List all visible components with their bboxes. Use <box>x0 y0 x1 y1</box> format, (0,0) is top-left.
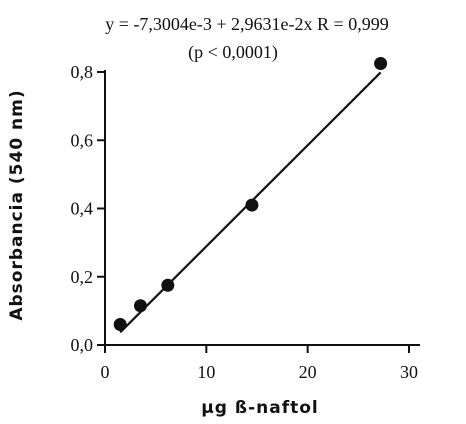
y-tick-label: 0,8 <box>71 62 94 82</box>
x-tick-label: 30 <box>400 362 418 382</box>
data-point <box>374 56 388 70</box>
y-tick-label: 0,0 <box>71 335 94 355</box>
p-value: (p < 0,0001) <box>188 42 278 63</box>
x-axis-title: µg ß-naftol <box>201 398 318 418</box>
data-point <box>113 318 127 332</box>
y-ticks: 0,0 0,2 0,4 0,6 0,8 <box>71 62 105 355</box>
x-ticks: 0 10 20 30 <box>101 345 418 382</box>
fit-equation: y = -7,3004e-3 + 2,9631e-2x R = 0,999 <box>105 14 388 34</box>
x-tick-label: 0 <box>101 362 110 382</box>
y-tick-label: 0,4 <box>71 199 94 219</box>
data-point <box>245 198 259 212</box>
y-tick-label: 0,2 <box>71 267 94 287</box>
x-tick-label: 10 <box>197 362 215 382</box>
data-points <box>113 56 388 332</box>
y-tick-label: 0,6 <box>71 130 94 150</box>
data-point <box>161 278 175 292</box>
y-axis-title: Absorbancia (540 nm) <box>7 89 27 320</box>
data-point <box>133 299 147 313</box>
x-tick-label: 20 <box>299 362 317 382</box>
